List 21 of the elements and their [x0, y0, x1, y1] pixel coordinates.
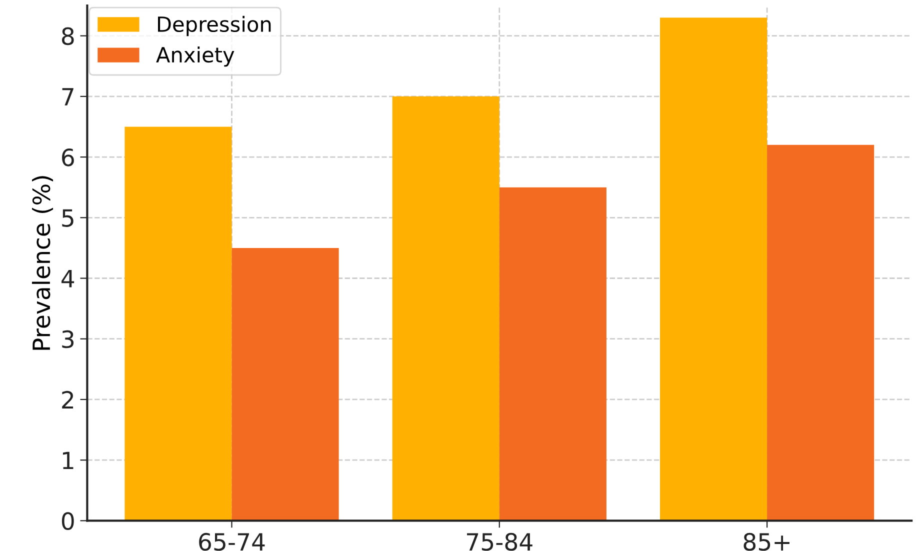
legend-label: Anxiety	[156, 46, 234, 67]
y-tick-label: 3	[62, 330, 74, 348]
y-tick-label: 4	[62, 270, 74, 288]
y-tick-label: 7	[62, 88, 74, 106]
bar	[124, 126, 232, 521]
bar	[499, 187, 606, 521]
x-tick-label: 75-84	[467, 532, 532, 551]
y-tick-label: 0	[62, 512, 74, 530]
x-tick-label: 85+	[744, 532, 790, 551]
y-tick-label: 5	[62, 209, 74, 227]
bar	[660, 18, 768, 521]
y-tick-label: 2	[62, 390, 74, 408]
legend-label: Depression	[158, 16, 271, 36]
y-tick-label: 6	[62, 148, 74, 166]
x-tick-label: 65-74	[199, 532, 265, 551]
bar	[232, 248, 339, 521]
y-tick-label: 8	[62, 27, 74, 46]
y-axis-title: Prevalence (%)	[32, 176, 54, 350]
bar	[767, 144, 874, 521]
y-tick-label: 1	[62, 452, 74, 470]
bar	[392, 96, 500, 521]
